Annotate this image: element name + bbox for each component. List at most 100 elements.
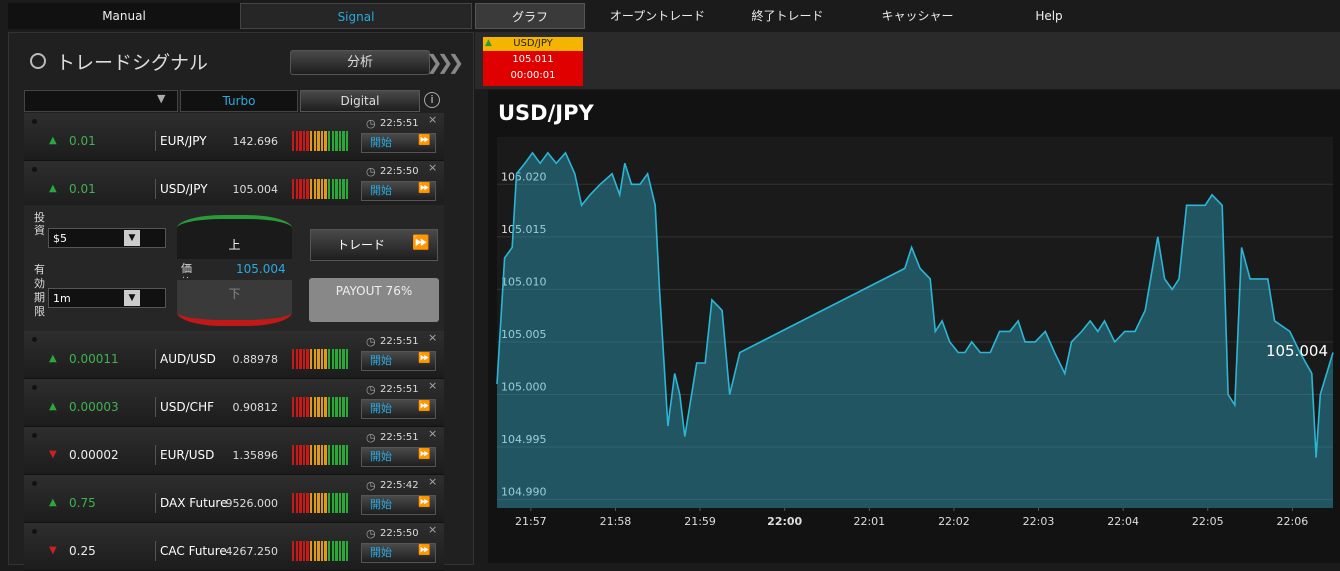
filter-digital[interactable]: Digital	[300, 90, 420, 112]
signal-time: 22:5:51	[380, 432, 419, 443]
meter-bar	[346, 349, 349, 369]
signal-price: 1.35896	[232, 449, 279, 462]
signal-time: 22:5:42	[380, 480, 419, 491]
close[interactable]: ×	[428, 523, 438, 536]
radio[interactable]	[30, 53, 46, 69]
dot	[32, 481, 37, 486]
signal-row: × ◷ 22:5:51 ▲ 0.00003 USD/CHF 0.90812 開始 ⏩	[24, 379, 444, 427]
meter-bar	[313, 541, 316, 561]
start-button[interactable]: 開始	[361, 543, 436, 563]
meter-bar	[346, 445, 349, 465]
y-tick-label: 105.020	[501, 170, 547, 183]
start-button[interactable]: 開始	[361, 399, 436, 419]
meter-bar	[324, 445, 327, 465]
meter-bar	[292, 397, 295, 417]
meter-bar	[320, 349, 324, 369]
up-button[interactable]: 上	[177, 215, 292, 259]
x-tick-label: 21:59	[684, 515, 716, 528]
clock: ◷	[366, 479, 376, 492]
nav-tab[interactable]: グラフ	[475, 3, 585, 29]
expiry-input[interactable]: 1m	[48, 288, 166, 308]
start-button[interactable]: 開始	[361, 181, 436, 201]
meter-bar	[338, 179, 342, 199]
meter-bar	[328, 397, 331, 417]
nav-tab[interactable]: オープントレード	[609, 9, 706, 23]
meter-bar	[302, 541, 306, 561]
meter-bar	[310, 131, 313, 151]
tab-manual[interactable]: Manual	[8, 3, 240, 29]
meter-bar	[306, 445, 309, 465]
signal-change: 0.00002	[69, 448, 119, 462]
clock: ◷	[366, 527, 376, 540]
dot	[32, 167, 37, 172]
price-label: 価格	[181, 262, 192, 278]
meter-bar	[338, 493, 342, 513]
start-arrows: ⏩	[418, 497, 431, 508]
close[interactable]: ×	[428, 161, 438, 174]
filter-dropdown[interactable]	[24, 90, 178, 112]
meter-bar	[331, 131, 334, 151]
nav-tab[interactable]: Help	[1035, 9, 1063, 23]
meter-bar	[346, 493, 349, 513]
meter-bar	[306, 493, 309, 513]
start-button[interactable]: 開始	[361, 447, 436, 467]
start-button[interactable]: 開始	[361, 495, 436, 515]
invest-input[interactable]: $5	[48, 228, 166, 248]
meter-bar	[317, 397, 320, 417]
filter-turbo[interactable]: Turbo	[180, 90, 298, 112]
info-icon[interactable]: i	[424, 92, 440, 108]
meter-bar	[317, 493, 320, 513]
close[interactable]: ×	[428, 475, 438, 488]
meter-bar	[342, 541, 345, 561]
tab-signal[interactable]: Signal	[240, 3, 472, 29]
meter-bar	[295, 349, 298, 369]
meter-bar	[310, 179, 313, 199]
meter-bar	[324, 493, 327, 513]
start-button[interactable]: 開始	[361, 351, 436, 371]
invest-arrow[interactable]: ▼	[124, 230, 140, 246]
nav-tab[interactable]: キャッシャー	[881, 9, 954, 23]
signal-time: 22:5:51	[380, 336, 419, 347]
meter-bar	[338, 131, 342, 151]
expiry-arrow[interactable]: ▼	[124, 290, 140, 306]
close[interactable]: ×	[428, 427, 438, 440]
meter-bar	[299, 493, 302, 513]
separator	[155, 541, 156, 561]
close[interactable]: ×	[428, 113, 438, 126]
meter-bar	[335, 179, 338, 199]
separator	[155, 397, 156, 417]
start-button[interactable]: 開始	[361, 133, 436, 153]
meter-bar	[342, 349, 345, 369]
meter-bar	[338, 397, 342, 417]
down-button[interactable]: 下	[177, 280, 292, 326]
meter-bar	[299, 131, 302, 151]
asset-tab[interactable]: USD/JPY 105.011 00:00:01	[483, 37, 583, 86]
meter-bar	[313, 131, 316, 151]
signal-price: 4267.250	[225, 545, 279, 558]
meter-bar	[317, 179, 320, 199]
x-tick-label: 21:57	[515, 515, 547, 528]
signal-price: 142.696	[232, 135, 279, 148]
y-tick-label: 105.000	[501, 380, 547, 393]
trade-button[interactable]: トレード	[310, 229, 438, 261]
meter-bar	[328, 349, 331, 369]
meter-bar	[302, 179, 306, 199]
meter-bar	[299, 541, 302, 561]
analyze-button[interactable]: 分析	[290, 50, 430, 75]
close[interactable]: ×	[428, 331, 438, 344]
meter-bar	[295, 445, 298, 465]
meter-bar	[302, 131, 306, 151]
signal-time: 22:5:51	[380, 384, 419, 395]
meter-bar	[324, 131, 327, 151]
expiry-label: 有効期限	[34, 263, 45, 318]
asset-timer: 00:00:01	[510, 70, 556, 81]
close[interactable]: ×	[428, 379, 438, 392]
clock: ◷	[366, 383, 376, 396]
meter-bar	[313, 349, 316, 369]
meter-bar	[299, 179, 302, 199]
price-area	[497, 152, 1333, 509]
meter-bar	[295, 397, 298, 417]
signal-row: × ◷ 22:5:51 ▲ 0.00011 AUD/USD 0.88978 開始 ⏩	[24, 331, 444, 379]
nav-tab[interactable]: 終了トレード	[751, 9, 824, 23]
meter-bar	[306, 179, 309, 199]
